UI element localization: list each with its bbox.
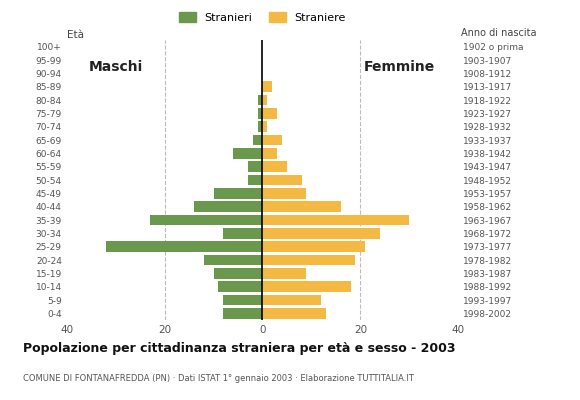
Bar bbox=[233, 148, 263, 159]
Text: Femmine: Femmine bbox=[364, 60, 435, 74]
Bar bbox=[263, 108, 277, 119]
Bar bbox=[263, 308, 326, 319]
Legend: Stranieri, Straniere: Stranieri, Straniere bbox=[176, 9, 349, 27]
Bar bbox=[150, 214, 263, 226]
Text: COMUNE DI FONTANAFREDDA (PN) · Dati ISTAT 1° gennaio 2003 · Elaborazione TUTTITA: COMUNE DI FONTANAFREDDA (PN) · Dati ISTA… bbox=[23, 374, 414, 383]
Bar bbox=[106, 241, 263, 252]
Bar bbox=[263, 241, 365, 252]
Text: Anno di nascita: Anno di nascita bbox=[461, 28, 536, 38]
Bar bbox=[258, 108, 263, 119]
Bar bbox=[263, 268, 306, 279]
Bar bbox=[263, 214, 409, 226]
Text: Maschi: Maschi bbox=[89, 60, 143, 74]
Bar bbox=[223, 294, 263, 306]
Bar bbox=[213, 268, 263, 279]
Bar bbox=[253, 134, 263, 146]
Bar bbox=[248, 174, 263, 186]
Bar bbox=[219, 281, 263, 292]
Bar bbox=[263, 188, 306, 199]
Bar bbox=[263, 81, 272, 92]
Bar bbox=[263, 134, 282, 146]
Bar bbox=[263, 161, 287, 172]
Bar bbox=[258, 121, 263, 132]
Text: Età: Età bbox=[67, 30, 84, 40]
Bar bbox=[194, 201, 263, 212]
Bar bbox=[204, 254, 263, 266]
Bar bbox=[213, 188, 263, 199]
Bar bbox=[258, 94, 263, 106]
Bar bbox=[223, 228, 263, 239]
Bar bbox=[248, 161, 263, 172]
Bar bbox=[263, 148, 277, 159]
Bar bbox=[263, 201, 341, 212]
Bar bbox=[223, 308, 263, 319]
Bar bbox=[263, 174, 302, 186]
Bar bbox=[263, 294, 321, 306]
Bar bbox=[263, 281, 350, 292]
Bar bbox=[263, 254, 356, 266]
Text: Popolazione per cittadinanza straniera per età e sesso - 2003: Popolazione per cittadinanza straniera p… bbox=[23, 342, 456, 355]
Bar bbox=[263, 94, 267, 106]
Bar bbox=[263, 228, 380, 239]
Bar bbox=[263, 121, 267, 132]
